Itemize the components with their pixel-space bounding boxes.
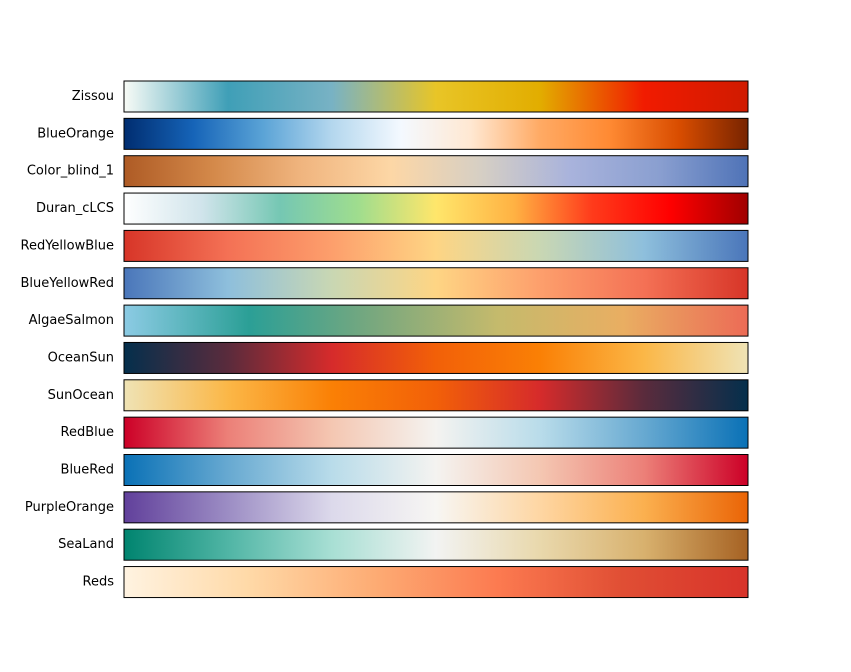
colormap-label: SunOcean bbox=[48, 388, 114, 403]
colormap-label: RedYellowBlue bbox=[21, 238, 115, 253]
colormap-row: RedBlue bbox=[61, 416, 749, 449]
colormap-strip bbox=[123, 491, 749, 524]
colormap-label: RedBlue bbox=[61, 425, 114, 440]
colormap-row: SeaLand bbox=[58, 528, 749, 561]
colormap-label: Duran_cLCS bbox=[36, 201, 114, 216]
colormap-label: Color_blind_1 bbox=[27, 164, 114, 179]
colormap-label: AlgaeSalmon bbox=[29, 313, 114, 328]
colormap-label: BlueOrange bbox=[37, 126, 114, 141]
colormap-row: OceanSun bbox=[48, 341, 749, 374]
colormap-strip bbox=[123, 528, 749, 561]
colormap-label: SeaLand bbox=[58, 537, 114, 552]
colormap-strip bbox=[123, 566, 749, 599]
colormap-row: BlueYellowRed bbox=[21, 267, 749, 300]
colormap-strip bbox=[123, 267, 749, 300]
colormap-row: RedYellowBlue bbox=[21, 229, 749, 262]
colormap-label: Zissou bbox=[72, 89, 114, 104]
colormap-row: SunOcean bbox=[48, 379, 749, 412]
colormap-label: Reds bbox=[83, 575, 115, 590]
colormap-label: PurpleOrange bbox=[25, 500, 114, 515]
colormap-label: BlueYellowRed bbox=[21, 276, 115, 291]
colormap-row: Zissou bbox=[72, 80, 749, 113]
colormap-label: BlueRed bbox=[61, 463, 114, 478]
colormap-row: Color_blind_1 bbox=[27, 155, 749, 188]
colormap-row: PurpleOrange bbox=[25, 491, 749, 524]
colormap-strip bbox=[123, 454, 749, 486]
colormap-strip bbox=[123, 229, 749, 262]
colormap-strip bbox=[123, 117, 749, 150]
colormap-strip bbox=[123, 416, 749, 449]
colormap-rows: Zissou BlueOrange Color_blind_1 Duran_cLCS R… bbox=[21, 80, 749, 599]
colormap-strip bbox=[123, 80, 749, 113]
colormap-strip bbox=[123, 192, 749, 225]
colormap-strip bbox=[123, 379, 749, 412]
colormap-row: Duran_cLCS bbox=[36, 192, 749, 225]
colormap-row: BlueRed bbox=[61, 454, 749, 486]
colormap-row: AlgaeSalmon bbox=[29, 304, 749, 337]
colormap-label: OceanSun bbox=[48, 350, 114, 365]
colormap-row: BlueOrange bbox=[37, 117, 749, 150]
colormap-row: Reds bbox=[83, 566, 749, 599]
colormap-strip bbox=[123, 155, 749, 188]
colormap-strip bbox=[123, 304, 749, 337]
colormap-strip bbox=[123, 341, 749, 374]
